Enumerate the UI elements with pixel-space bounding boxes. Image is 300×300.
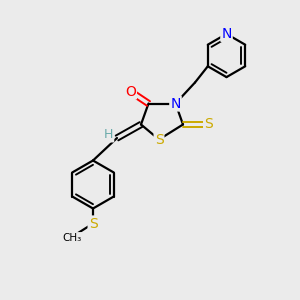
Text: N: N: [170, 97, 181, 110]
Text: N: N: [221, 27, 232, 41]
Text: H: H: [104, 128, 113, 142]
Text: S: S: [88, 217, 98, 230]
Text: S: S: [154, 133, 164, 146]
Text: S: S: [204, 118, 213, 131]
Text: CH₃: CH₃: [62, 232, 82, 243]
Text: O: O: [125, 85, 136, 98]
